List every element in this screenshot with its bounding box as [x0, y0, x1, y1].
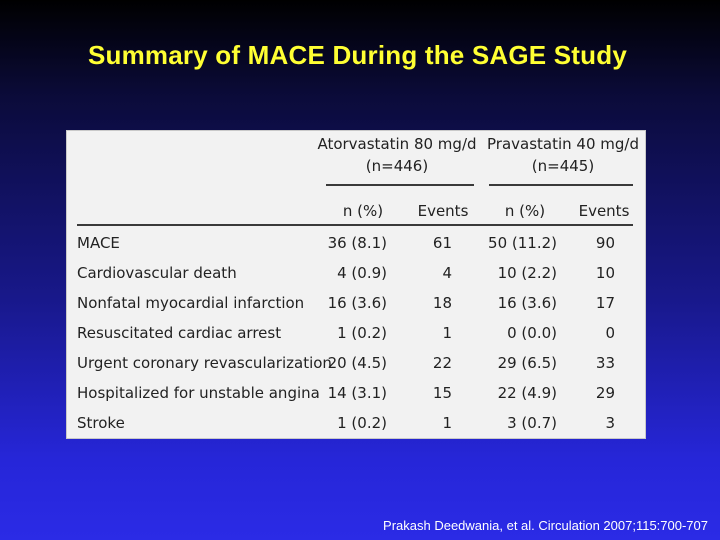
cell-pravastatin-events: 3 — [605, 414, 615, 432]
group-header-atorvastatin: Atorvastatin 80 mg/d (n=446) — [317, 133, 477, 177]
row-label: Resuscitated cardiac arrest — [77, 324, 282, 342]
group-header-atorvastatin-drug: Atorvastatin 80 mg/d — [317, 135, 477, 153]
cell-pravastatin-n-pct: 10 (2.2) — [497, 264, 557, 282]
row-label: Stroke — [77, 414, 125, 432]
cell-pravastatin-events: 29 — [595, 384, 615, 402]
group-header-pravastatin: Pravastatin 40 mg/d (n=445) — [483, 133, 643, 177]
cell-atorvastatin-events: 1 — [442, 414, 452, 432]
mace-summary-table: Atorvastatin 80 mg/d (n=446) Pravastatin… — [66, 130, 646, 439]
row-label: Cardiovascular death — [77, 264, 237, 282]
row-label: Hospitalized for unstable angina — [77, 384, 320, 402]
cell-atorvastatin-events: 61 — [432, 234, 452, 252]
slide-title: Summary of MACE During the SAGE Study — [87, 40, 627, 70]
cell-atorvastatin-events: 1 — [442, 324, 452, 342]
citation: Prakash Deedwania, et al. Circulation 20… — [383, 518, 708, 533]
cell-atorvastatin-events: 22 — [432, 354, 452, 372]
cell-atorvastatin-n-pct: 1 (0.2) — [337, 414, 387, 432]
subheader-pravastatin-n-pct: n (%) — [504, 202, 546, 220]
cell-pravastatin-n-pct: 22 (4.9) — [497, 384, 557, 402]
cell-pravastatin-events: 10 — [595, 264, 615, 282]
group-header-atorvastatin-n: (n=446) — [365, 157, 429, 175]
cell-atorvastatin-n-pct: 14 (3.1) — [327, 384, 387, 402]
cell-atorvastatin-n-pct: 1 (0.2) — [337, 324, 387, 342]
group-underline-pravastatin — [489, 184, 633, 186]
cell-atorvastatin-n-pct: 16 (3.6) — [327, 294, 387, 312]
cell-pravastatin-n-pct: 3 (0.7) — [507, 414, 557, 432]
cell-atorvastatin-events: 15 — [432, 384, 452, 402]
cell-pravastatin-events: 0 — [605, 324, 615, 342]
subheader-pravastatin-events: Events — [578, 202, 630, 220]
cell-pravastatin-events: 33 — [595, 354, 615, 372]
subheader-atorvastatin-n-pct: n (%) — [342, 202, 384, 220]
subheader-atorvastatin-events: Events — [417, 202, 469, 220]
cell-atorvastatin-events: 4 — [442, 264, 452, 282]
cell-atorvastatin-events: 18 — [432, 294, 452, 312]
group-header-pravastatin-n: (n=445) — [531, 157, 595, 175]
row-label: Nonfatal myocardial infarction — [77, 294, 305, 312]
group-header-pravastatin-drug: Pravastatin 40 mg/d — [487, 135, 639, 153]
cell-atorvastatin-n-pct: 36 (8.1) — [327, 234, 387, 252]
group-underline-atorvastatin — [326, 184, 474, 186]
cell-pravastatin-events: 17 — [595, 294, 615, 312]
header-rule — [77, 224, 633, 226]
cell-pravastatin-n-pct: 0 (0.0) — [507, 324, 557, 342]
cell-pravastatin-events: 90 — [595, 234, 615, 252]
cell-atorvastatin-n-pct: 4 (0.9) — [337, 264, 387, 282]
row-label: Urgent coronary revascularization — [77, 354, 332, 372]
cell-pravastatin-n-pct: 50 (11.2) — [488, 234, 557, 252]
cell-pravastatin-n-pct: 29 (6.5) — [497, 354, 557, 372]
cell-pravastatin-n-pct: 16 (3.6) — [497, 294, 557, 312]
row-label: MACE — [77, 234, 120, 252]
cell-atorvastatin-n-pct: 20 (4.5) — [327, 354, 387, 372]
